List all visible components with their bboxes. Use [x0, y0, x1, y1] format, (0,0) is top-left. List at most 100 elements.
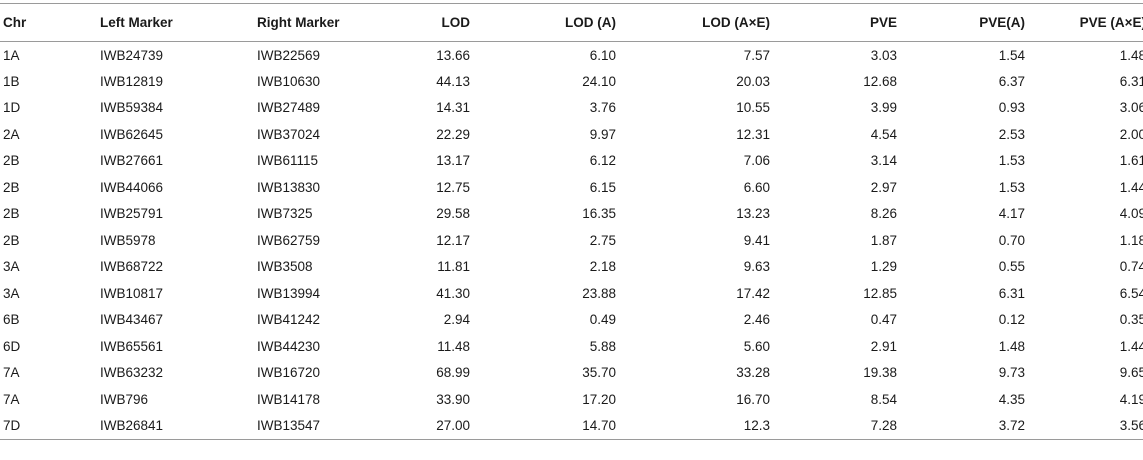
cell-lod-a: 14.70: [470, 412, 616, 440]
cell-lod-a: 2.75: [589, 232, 616, 248]
cell-right-marker: IWB13547: [257, 412, 400, 440]
cell-pve: 3.14: [870, 153, 897, 169]
cell-pve-axe: 6.54: [1119, 285, 1143, 301]
cell-pve-axe: 3.06: [1119, 100, 1143, 116]
cell-pve-axe: 1.44: [1119, 338, 1143, 354]
table-row: 3A IWB10817 IWB13994 41.30 23.88 17.42 12.85 6.…: [0, 280, 1143, 307]
cell-right-marker: IWB14178: [257, 391, 321, 407]
cell-pve-a: 4.35: [998, 391, 1025, 407]
cell-right-marker: IWB44230: [257, 338, 321, 354]
cell-lod-a: 2.18: [589, 259, 616, 275]
header-lod: LOD: [400, 3, 470, 42]
cell-pve-axe: 1.48: [1119, 47, 1143, 63]
cell-lod: 12.75: [436, 179, 470, 195]
cell-lod: 41.30: [436, 285, 470, 301]
table-row: 1D IWB59384 IWB27489 14.31 3.76 10.55 3.99 0.93…: [0, 95, 1143, 122]
table-row: 2B IWB44066 IWB13830 12.75 6.15 6.60 2.97 1.53 1…: [0, 174, 1143, 201]
cell-lod-axe: 9.63: [743, 259, 770, 275]
cell-chr: 2A: [3, 126, 20, 142]
cell-lod: 2.94: [443, 312, 470, 328]
cell-right-marker: IWB13830: [257, 179, 321, 195]
cell-pve-axe: 0.74: [1119, 259, 1143, 275]
cell-lod-a: 24.10: [582, 73, 616, 89]
cell-left-marker: IWB63232: [100, 365, 164, 381]
cell-left-marker: IWB68722: [100, 259, 164, 275]
cell-pve: 3.99: [870, 100, 897, 116]
table-row: 2B IWB25791 IWB7325 29.58 16.35 13.23 8.26 4.17…: [0, 201, 1143, 228]
table-row: 6D IWB65561 IWB44230 11.48 5.88 5.60 2.91 1.48 1…: [0, 333, 1143, 360]
cell-pve-axe: 1.61: [1119, 153, 1143, 169]
cell-chr: 6B: [3, 312, 20, 328]
table-row: 7A IWB796 IWB14178 33.90 17.20 16.70 8.54 4.35 4…: [0, 386, 1143, 413]
cell-lod-axe: 10.55: [736, 100, 770, 116]
header-lod-axe: LOD (A×E): [616, 3, 770, 42]
header-row: Chr Left Marker Right Marker LOD LOD (A)…: [0, 3, 1143, 42]
cell-left-marker: IWB12819: [100, 73, 164, 89]
cell-pve-axe: 0.35: [1119, 312, 1143, 328]
cell-chr: 2B: [3, 153, 20, 169]
cell-pve-a: 0.93: [998, 100, 1025, 116]
cell-pve: 2.97: [870, 179, 897, 195]
cell-right-marker: IWB3508: [257, 259, 313, 275]
cell-pve-a: 2.53: [998, 126, 1025, 142]
cell-right-marker: IWB16720: [257, 365, 321, 381]
cell-pve-a: 1.54: [998, 47, 1025, 63]
cell-chr: 3A: [3, 259, 20, 275]
cell-lod: 11.81: [437, 259, 470, 275]
cell-pve-a: 1.53: [998, 179, 1025, 195]
header-left-marker: Left Marker: [100, 3, 257, 42]
table-row: 6B IWB43467 IWB41242 2.94 0.49 2.46 0.47 0.12 0.…: [0, 307, 1143, 334]
cell-right-marker: IWB13994: [257, 285, 321, 301]
cell-chr: 2B: [3, 179, 20, 195]
cell-lod-axe: 5.60: [743, 338, 770, 354]
cell-lod-a: 6.15: [589, 179, 616, 195]
cell-right-marker: IWB41242: [257, 312, 321, 328]
cell-pve-a: 9.73: [998, 365, 1025, 381]
cell-chr: 2B: [3, 232, 20, 248]
cell-lod-axe: 16.70: [736, 391, 770, 407]
table-row: 2B IWB27661 IWB61115 13.17 6.12 7.06 3.14 1.53 1…: [0, 148, 1143, 175]
cell-lod-a: 6.12: [589, 153, 616, 169]
cell-chr: 1D: [3, 100, 21, 116]
cell-right-marker: IWB10630: [257, 73, 321, 89]
cell-pve-a: 6.37: [998, 73, 1025, 89]
table-header: Chr Left Marker Right Marker LOD LOD (A)…: [0, 3, 1143, 42]
cell-lod-a: 6.10: [589, 47, 616, 63]
cell-left-marker: IWB25791: [100, 206, 164, 222]
cell-pve-axe: 3.56: [1025, 412, 1143, 440]
cell-left-marker: IWB24739: [100, 47, 164, 63]
cell-pve-a: 1.48: [998, 338, 1025, 354]
cell-pve-a: 6.31: [998, 285, 1025, 301]
table-row: 7A IWB63232 IWB16720 68.99 35.70 33.28 19.38 9.…: [0, 360, 1143, 387]
cell-chr: 2B: [3, 206, 20, 222]
table-row: 2A IWB62645 IWB37024 22.29 9.97 12.31 4.54 2.53…: [0, 121, 1143, 148]
cell-left-marker: IWB26841: [100, 412, 257, 440]
cell-pve: 7.28: [770, 412, 897, 440]
cell-lod: 68.99: [436, 365, 470, 381]
cell-chr: 7A: [3, 365, 20, 381]
cell-lod: 27.00: [400, 412, 470, 440]
cell-lod-axe: 12.3: [616, 412, 770, 440]
cell-left-marker: IWB59384: [100, 100, 164, 116]
cell-lod: 13.17: [436, 153, 470, 169]
cell-lod: 29.58: [436, 206, 470, 222]
table-row: 7D IWB26841 IWB13547 27.00 14.70 12.3 7.28 3.72…: [0, 412, 1143, 440]
table-row: 1B IWB12819 IWB10630 44.13 24.10 20.03 12.68 6.…: [0, 68, 1143, 95]
cell-pve-a: 0.55: [998, 259, 1025, 275]
header-chr: Chr: [0, 3, 100, 42]
cell-chr: 7D: [0, 412, 100, 440]
cell-lod-axe: 7.57: [743, 47, 770, 63]
cell-pve-a: 0.12: [998, 312, 1025, 328]
cell-left-marker: IWB27661: [100, 153, 164, 169]
header-pve-axe: PVE (A×E): [1025, 3, 1143, 42]
cell-right-marker: IWB22569: [257, 47, 321, 63]
cell-pve: 1.87: [870, 232, 897, 248]
cell-pve: 0.47: [870, 312, 897, 328]
cell-lod: 22.29: [436, 126, 470, 142]
table-body: 1A IWB24739 IWB22569 13.66 6.10 7.57 3.03 1.54 1…: [0, 42, 1143, 440]
cell-pve-axe: 2.00: [1119, 126, 1143, 142]
cell-pve: 3.03: [870, 47, 897, 63]
table-row: 3A IWB68722 IWB3508 11.81 2.18 9.63 1.29 0.55 0.…: [0, 254, 1143, 281]
cell-lod-axe: 17.42: [736, 285, 770, 301]
cell-lod-axe: 2.46: [743, 312, 770, 328]
